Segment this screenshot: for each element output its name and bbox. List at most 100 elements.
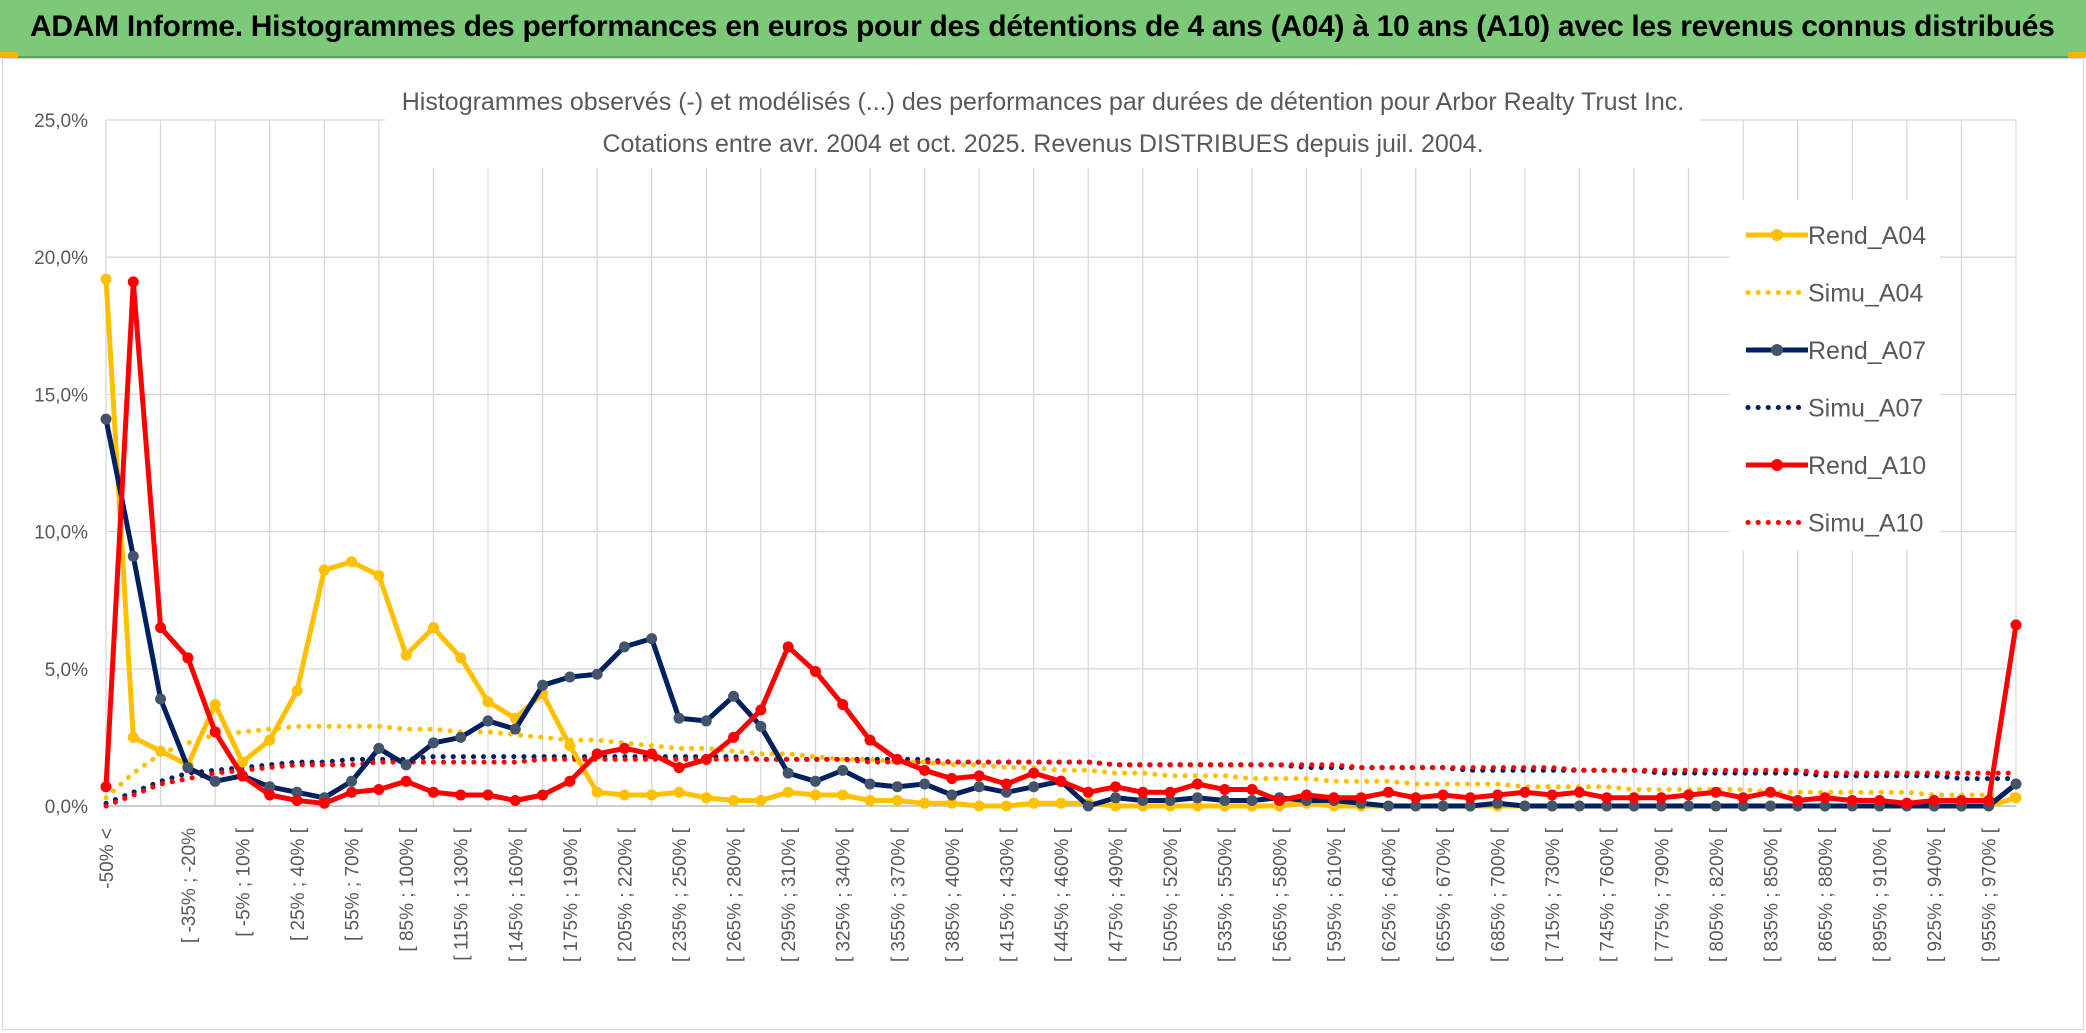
series-rend-a10: [100, 276, 2022, 809]
chart-subtitle: Cotations entre avr. 2004 et oct. 2025. …: [602, 130, 1483, 158]
data-point: [1519, 786, 1531, 798]
data-point: [1983, 795, 1995, 807]
x-tick-label: [ 475% ; 490% [: [1107, 827, 1128, 962]
series-line: [103, 279, 2019, 806]
chart-frame: [2, 58, 2084, 1030]
data-point: [1219, 795, 1231, 807]
legend-item-rend-a04: Rend_A04: [1746, 222, 1926, 250]
data-point: [700, 715, 712, 727]
data-point: [182, 652, 194, 664]
x-tick-label: [ 955% ; 970% [: [1980, 827, 2001, 962]
x-tick-label: [ 715% ; 730% [: [1543, 827, 1564, 962]
data-point: [1655, 792, 1667, 804]
data-point: [1219, 784, 1231, 796]
data-point: [782, 786, 794, 798]
data-point: [1110, 781, 1122, 793]
data-point: [100, 781, 112, 793]
data-point: [919, 764, 931, 776]
data-point: [1710, 800, 1722, 812]
data-point: [1573, 800, 1585, 812]
legend-item-simu-a10: Simu_A10: [1745, 510, 1923, 538]
x-tick-label: [ 505% ; 520% [: [1161, 827, 1182, 962]
data-point: [618, 641, 630, 653]
corner-mark-top-right: [2068, 52, 2086, 58]
data-point: [946, 773, 958, 785]
data-point: [1164, 795, 1176, 807]
data-point: [1792, 795, 1804, 807]
data-point: [1464, 792, 1476, 804]
data-point: [782, 641, 794, 653]
data-point: [2010, 778, 2022, 790]
data-point: [1028, 767, 1040, 779]
data-point: [618, 742, 630, 754]
data-point: [1874, 795, 1886, 807]
data-point: [1028, 781, 1040, 793]
data-point: [427, 786, 439, 798]
data-point: [1355, 792, 1367, 804]
y-tick-label: 25,0%: [34, 111, 88, 132]
legend-marker: [1771, 229, 1783, 241]
data-point: [1273, 795, 1285, 807]
x-tick-label: [ 205% ; 220% [: [615, 827, 636, 962]
data-point: [919, 797, 931, 809]
data-point: [1492, 797, 1504, 809]
data-point: [864, 778, 876, 790]
x-tick-label: [ 865% ; 880% [: [1816, 827, 1837, 962]
data-point: [1410, 792, 1422, 804]
legend-label: Rend_A07: [1808, 337, 1926, 365]
data-point: [1628, 792, 1640, 804]
x-tick-label: [ 355% ; 370% [: [888, 827, 909, 962]
data-point: [1492, 789, 1504, 801]
data-point: [973, 781, 985, 793]
data-point: [1055, 775, 1067, 787]
data-point: [700, 753, 712, 765]
data-point: [564, 671, 576, 683]
data-point: [809, 666, 821, 678]
series-line: [103, 279, 2017, 809]
data-point: [864, 795, 876, 807]
data-point: [2010, 619, 2022, 631]
data-point: [127, 550, 139, 562]
data-point: [318, 564, 330, 576]
data-point: [755, 720, 767, 732]
data-point: [673, 762, 685, 774]
legend-label: Simu_A04: [1808, 280, 1923, 308]
data-point: [891, 753, 903, 765]
x-tick-label: [ 535% ; 550% [: [1216, 827, 1237, 962]
data-point: [1683, 800, 1695, 812]
data-point: [564, 775, 576, 787]
data-point: [864, 734, 876, 746]
data-point: [264, 734, 276, 746]
series-simu-a04: [103, 723, 2019, 801]
corner-mark-top-left: [0, 52, 18, 58]
data-point: [919, 778, 931, 790]
data-point: [155, 622, 167, 634]
data-point: [291, 786, 303, 798]
y-tick-label: 5,0%: [45, 660, 88, 681]
data-point: [1710, 786, 1722, 798]
data-point: [646, 789, 658, 801]
data-point: [646, 748, 658, 760]
data-point: [1819, 800, 1831, 812]
x-tick-label: [ 325% ; 340% [: [834, 827, 855, 962]
data-point: [700, 792, 712, 804]
data-point: [782, 767, 794, 779]
data-point: [482, 715, 494, 727]
data-point: [1573, 786, 1585, 798]
data-point: [1628, 800, 1640, 812]
data-point: [728, 795, 740, 807]
data-point: [236, 756, 248, 768]
data-point: [1410, 800, 1422, 812]
series-simu-a10: [103, 756, 2019, 809]
data-point: [1764, 800, 1776, 812]
y-tick-label: 20,0%: [34, 248, 88, 269]
x-tick-label: [ 565% ; 580% [: [1270, 827, 1291, 962]
data-point: [1055, 797, 1067, 809]
data-point: [264, 781, 276, 793]
legend-background: [1730, 200, 1940, 550]
data-point: [1028, 797, 1040, 809]
x-tick-label: [ 25% ; 40% [: [288, 827, 309, 941]
x-tick-label: [ 775% ; 790% [: [1652, 827, 1673, 962]
legend-label: Rend_A04: [1808, 222, 1926, 250]
data-point: [264, 789, 276, 801]
